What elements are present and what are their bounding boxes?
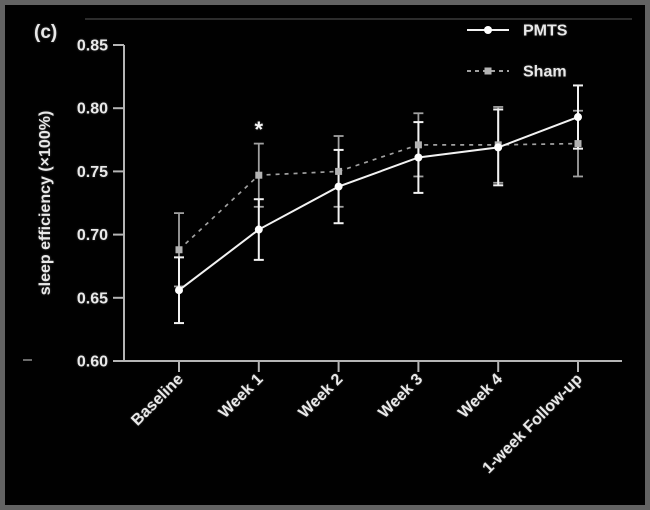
x-tick-label: Baseline — [128, 371, 187, 430]
x-tick-label: Week 2 — [296, 371, 347, 422]
significance-asterisk: * — [255, 117, 264, 142]
y-tick-label: 0.75 — [77, 164, 108, 181]
x-tick-label: Week 3 — [375, 371, 426, 422]
y-tick-label: 0.85 — [77, 38, 108, 55]
panel-label: (c) — [34, 22, 58, 43]
legend-marker — [484, 26, 492, 34]
data-point-marker — [494, 143, 503, 152]
data-point-marker — [335, 167, 343, 175]
legend-item-pmts: PMTS — [467, 23, 568, 40]
data-point-marker — [334, 182, 343, 191]
legend-item-sham: Sham — [467, 64, 567, 81]
series-markers-pmts — [175, 113, 582, 295]
data-point-marker — [255, 171, 263, 179]
series-line-sham — [178, 142, 579, 251]
y-tick-label: 0.70 — [77, 227, 108, 244]
y-tick-label: 0.80 — [77, 101, 108, 118]
series-markers-sham — [175, 140, 582, 254]
error-bars-pmts — [174, 84, 583, 325]
legend: PMTS Sham — [467, 23, 568, 81]
y-tick-label: 0.65 — [77, 290, 108, 307]
y-tick-label: 0.60 — [77, 354, 108, 371]
data-point-marker — [414, 141, 422, 149]
data-point-marker — [574, 140, 582, 148]
data-point-marker — [254, 225, 263, 234]
data-point-marker — [175, 286, 183, 295]
series-line-pmts — [178, 116, 579, 292]
data-point-marker — [414, 153, 423, 162]
data-point-marker — [175, 246, 183, 254]
data-point-marker — [574, 113, 582, 122]
x-tick-label: Week 1 — [216, 371, 267, 422]
legend-label: Sham — [523, 64, 567, 81]
y-axis-title: sleep efficiency (×100%) — [37, 111, 54, 296]
legend-label: PMTS — [523, 23, 568, 40]
x-tick-label: Week 4 — [455, 371, 506, 422]
error-bars-sham — [174, 106, 583, 288]
legend-marker — [484, 67, 492, 75]
